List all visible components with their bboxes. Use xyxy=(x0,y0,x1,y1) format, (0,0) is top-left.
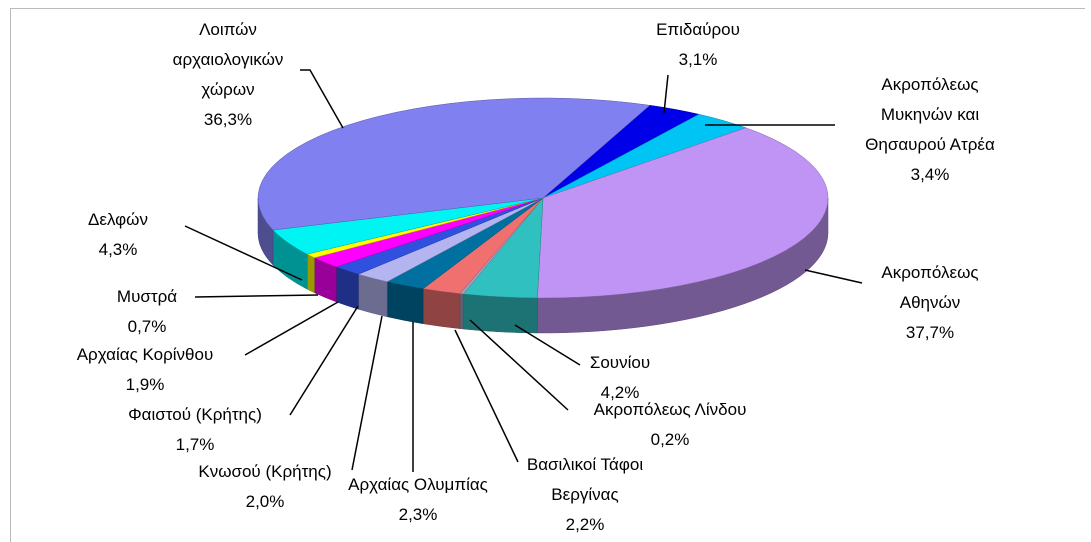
category-label: Ακροπόλεως Λίνδου xyxy=(593,400,747,419)
data-label: Μυστρά 0,7% xyxy=(87,282,207,342)
category-label: Βασιλικοί Τάφοι Βεργίνας xyxy=(526,455,644,504)
data-label: Κνωσού (Κρήτης) 2,0% xyxy=(165,457,365,517)
leader-line xyxy=(351,315,383,471)
value-label: 1,9% xyxy=(125,375,165,394)
value-label: 4,2% xyxy=(600,383,640,402)
data-label: Σουνίου 4,2% xyxy=(520,348,720,408)
category-label: Φαιστού (Κρήτης) xyxy=(128,405,262,424)
category-label: Επιδαύρου xyxy=(656,20,740,39)
category-label: Αρχαίας Ολυμπίας xyxy=(348,475,488,494)
slice-side xyxy=(459,293,464,330)
leader-line xyxy=(184,225,303,281)
value-label: 0,7% xyxy=(127,317,167,336)
value-label: 1,7% xyxy=(175,435,215,454)
data-label: Ακροπόλεως Αθηνών 37,7% xyxy=(870,258,990,348)
value-label: 2,0% xyxy=(245,492,285,511)
category-label: Κνωσού (Κρήτης) xyxy=(198,462,332,481)
leader-line xyxy=(469,319,569,411)
value-label: 37,7% xyxy=(905,323,955,342)
slice-side xyxy=(422,288,461,329)
value-label: 2,3% xyxy=(398,505,438,524)
category-label: Μυστρά xyxy=(116,287,178,306)
category-label: Σουνίου xyxy=(589,353,651,372)
data-label: Επιδαύρου 3,1% xyxy=(598,15,798,75)
slice xyxy=(257,97,651,231)
data-label: Ακροπόλεως Μυκηνών και Θησαυρού Ατρέα 3,4… xyxy=(848,70,1013,190)
value-label: 3,1% xyxy=(678,50,718,69)
category-label: Ακροπόλεως Αθηνών xyxy=(881,263,979,312)
chart-frame xyxy=(10,8,1085,542)
category-label: Ακροπόλεως Μυκηνών και Θησαυρού Ατρέα xyxy=(865,75,995,154)
data-label: Λοιπών αρχαιολογικών χώρων 36,3% xyxy=(148,15,308,135)
value-label: 2,2% xyxy=(565,515,605,534)
value-label: 0,2% xyxy=(650,430,690,449)
data-label: Δελφών 4,3% xyxy=(58,205,178,265)
data-label: Αρχαίας Κορίνθου 1,9% xyxy=(45,340,245,400)
data-label: Φαιστού (Κρήτης) 1,7% xyxy=(95,400,295,460)
data-label: Βασιλικοί Τάφοι Βεργίνας 2,2% xyxy=(510,450,660,540)
leader-line xyxy=(194,294,319,298)
slice-side xyxy=(306,253,315,294)
pie-tops xyxy=(257,97,829,299)
data-label: Αρχαίας Ολυμπίας 2,3% xyxy=(318,470,518,530)
leader-line xyxy=(289,305,359,416)
leader-line xyxy=(454,329,519,463)
value-label: 36,3% xyxy=(203,110,253,129)
slice xyxy=(537,127,829,299)
leader-line xyxy=(244,301,339,356)
category-label: Αρχαίας Κορίνθου xyxy=(76,345,214,364)
leader-line xyxy=(804,269,863,284)
leader-line xyxy=(300,69,344,129)
value-label: 4,3% xyxy=(98,240,138,259)
value-label: 3,4% xyxy=(910,165,950,184)
leader-line xyxy=(514,324,581,366)
data-label: Ακροπόλεως Λίνδου 0,2% xyxy=(550,395,790,455)
leader-line xyxy=(663,74,669,114)
category-label: Δελφών xyxy=(88,210,148,229)
slice-side xyxy=(463,293,538,334)
category-label: Λοιπών αρχαιολογικών χώρων xyxy=(172,20,284,99)
